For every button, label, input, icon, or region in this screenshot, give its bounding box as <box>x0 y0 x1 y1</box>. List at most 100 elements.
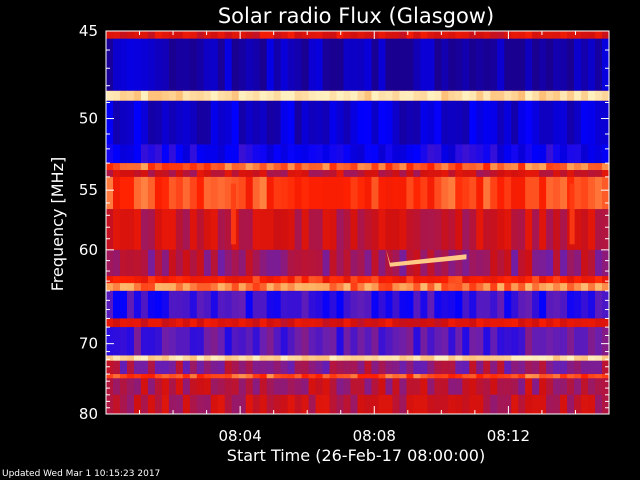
band-cell <box>420 144 428 164</box>
band-8 <box>106 209 610 250</box>
band-cell <box>532 318 540 328</box>
band-cell <box>273 394 282 414</box>
band-cell <box>106 176 114 210</box>
band-cell <box>357 144 366 164</box>
band-cell <box>238 283 247 291</box>
band-cell <box>140 394 149 414</box>
band-cell <box>315 170 324 177</box>
band-cell <box>287 355 296 361</box>
band-cell <box>112 100 121 145</box>
band-cell <box>308 144 317 164</box>
band-cell <box>532 249 540 277</box>
band-cell <box>588 170 596 177</box>
band-cell <box>119 249 128 277</box>
band-cell <box>238 100 247 145</box>
band-cell <box>399 100 408 145</box>
band-cell <box>119 176 128 210</box>
band-cell <box>413 283 421 291</box>
band-cell <box>161 355 170 361</box>
band-cell <box>273 374 282 379</box>
band-cell <box>364 394 373 414</box>
band-cell <box>294 327 303 356</box>
band-cell <box>245 374 254 379</box>
band-cell <box>406 176 414 210</box>
band-cell <box>168 378 177 395</box>
band-cell <box>497 249 505 277</box>
band-cell <box>588 249 596 277</box>
band-cell <box>161 290 170 319</box>
band-cell <box>427 163 435 171</box>
band-cell <box>238 209 247 250</box>
band-cell <box>266 163 275 171</box>
band-cell <box>182 374 191 379</box>
band-cell <box>364 374 373 379</box>
band-cell <box>553 355 561 361</box>
band-cell <box>161 378 170 395</box>
band-cell <box>210 100 219 145</box>
band-cell <box>266 394 275 414</box>
band-cell <box>133 283 142 291</box>
band-cell <box>259 290 268 319</box>
band-cell <box>420 276 428 284</box>
band-cell <box>420 355 428 361</box>
band-cell <box>546 394 554 414</box>
band-cell <box>567 327 575 356</box>
band-cell <box>350 327 359 356</box>
band-cell <box>294 318 303 328</box>
band-cell <box>588 355 596 361</box>
band-cell <box>392 290 401 319</box>
band-cell <box>553 176 561 210</box>
band-cell <box>420 38 428 91</box>
band-cell <box>392 163 401 171</box>
band-cell <box>147 90 156 101</box>
band-cell <box>168 360 177 375</box>
band-cell <box>595 355 603 361</box>
band-cell <box>546 290 554 319</box>
band-cell <box>525 355 533 361</box>
band-cell <box>595 170 603 177</box>
band-cell <box>224 276 233 284</box>
band-cell <box>266 378 275 395</box>
band-cell <box>245 276 254 284</box>
band-cell <box>574 276 582 284</box>
band-cell <box>280 31 289 39</box>
band-cell <box>343 249 352 277</box>
band-cell <box>308 249 317 277</box>
band-cell <box>196 31 205 39</box>
band-cell <box>504 163 512 171</box>
band-cell <box>399 144 408 164</box>
band-cell <box>434 100 442 145</box>
band-cell <box>448 100 456 145</box>
band-cell <box>553 276 561 284</box>
band-cell <box>301 360 310 375</box>
band-cell <box>595 360 603 375</box>
band-15 <box>106 355 610 361</box>
band-cell <box>518 163 526 171</box>
band-cell <box>357 394 366 414</box>
band-cell <box>175 327 184 356</box>
band-cell <box>602 170 610 177</box>
band-cell <box>210 355 219 361</box>
band-cell <box>252 290 261 319</box>
band-cell <box>581 38 589 91</box>
band-cell <box>280 394 289 414</box>
band-cell <box>574 209 582 250</box>
band-cell <box>546 90 554 101</box>
band-cell <box>385 374 394 379</box>
band-cell <box>504 374 512 379</box>
band-cell <box>154 144 163 164</box>
band-cell <box>294 31 303 39</box>
band-cell <box>469 283 477 291</box>
band-cell <box>287 290 296 319</box>
band-cell <box>574 290 582 319</box>
band-cell <box>126 374 135 379</box>
band-cell <box>343 209 352 250</box>
band-cell <box>385 318 394 328</box>
band-cell <box>119 318 128 328</box>
band-cell <box>469 163 477 171</box>
band-cell <box>567 31 575 39</box>
band-cell <box>322 318 331 328</box>
band-cell <box>140 318 149 328</box>
band-cell <box>420 378 428 395</box>
band-cell <box>504 394 512 414</box>
